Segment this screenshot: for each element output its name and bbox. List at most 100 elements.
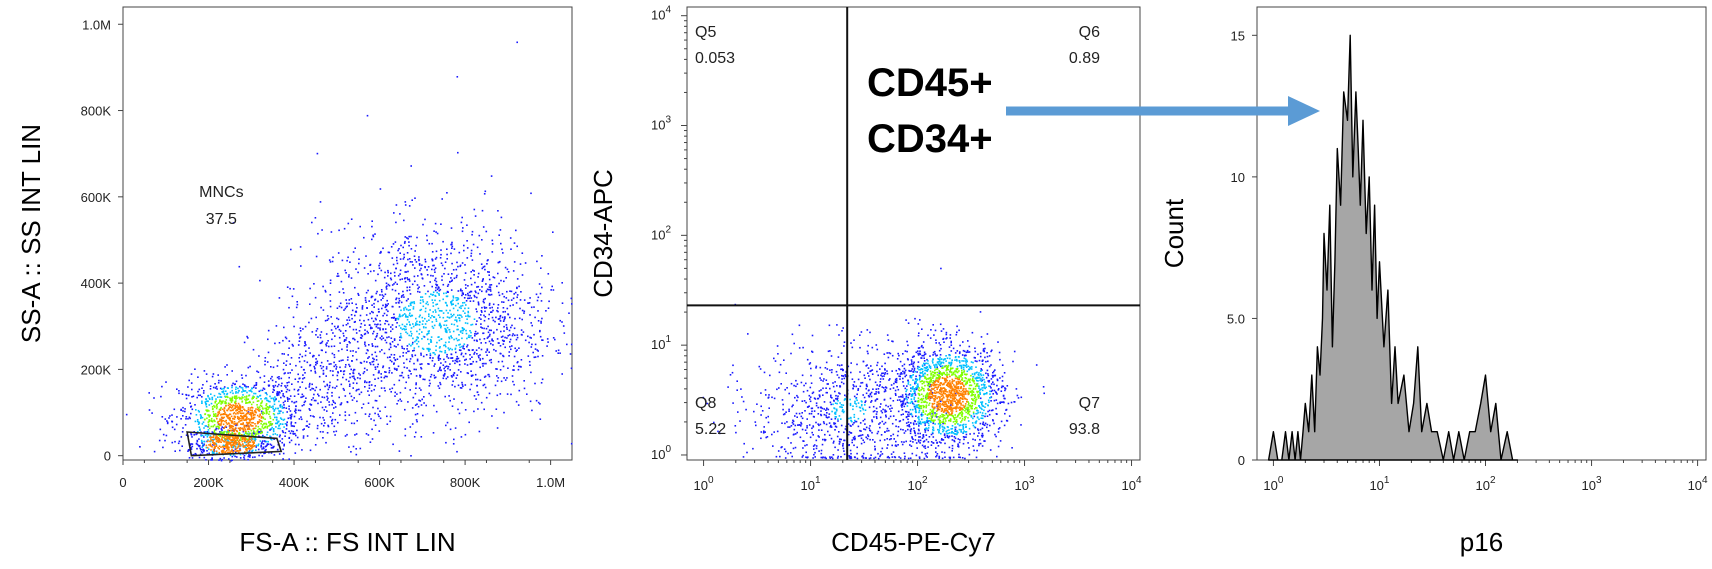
data-point <box>892 387 895 389</box>
data-point <box>727 386 729 388</box>
data-point <box>300 416 302 418</box>
data-point <box>956 331 958 334</box>
data-point <box>954 356 957 359</box>
data-point <box>521 252 524 254</box>
data-point <box>752 447 754 450</box>
data-point <box>964 431 967 433</box>
data-point <box>438 324 441 326</box>
data-point <box>488 392 491 395</box>
data-point <box>988 385 990 387</box>
data-point <box>963 355 966 357</box>
data-point <box>820 452 823 455</box>
data-point <box>517 404 520 406</box>
data-point <box>421 277 424 280</box>
data-point <box>418 256 420 258</box>
data-point <box>791 455 793 458</box>
data-point <box>466 345 468 348</box>
data-point <box>198 388 201 391</box>
data-point <box>497 360 500 363</box>
data-point <box>325 368 328 370</box>
data-point <box>269 395 271 398</box>
data-point <box>176 416 178 418</box>
data-point <box>299 327 302 329</box>
data-point <box>384 375 387 378</box>
data-point <box>487 331 490 334</box>
data-point <box>474 334 476 337</box>
data-point <box>274 342 276 345</box>
data-point <box>415 382 417 384</box>
data-point <box>346 259 348 262</box>
data-point <box>264 407 266 410</box>
data-point <box>407 298 409 300</box>
data-point <box>946 357 949 359</box>
data-point <box>374 279 377 282</box>
data-point <box>433 352 435 354</box>
data-point <box>368 356 370 358</box>
data-point <box>290 417 292 420</box>
data-point <box>904 455 906 458</box>
data-point <box>245 425 248 428</box>
data-point <box>196 440 199 443</box>
data-point <box>408 350 410 353</box>
data-point <box>275 426 277 428</box>
data-point <box>991 409 993 412</box>
data-point <box>223 407 226 410</box>
data-point <box>987 360 989 363</box>
data-point <box>990 383 993 385</box>
data-point <box>239 429 241 431</box>
data-point <box>444 372 446 375</box>
data-point <box>227 448 229 451</box>
data-point <box>340 402 343 404</box>
data-point <box>736 380 738 382</box>
data-point <box>290 357 293 359</box>
data-point <box>398 379 401 382</box>
data-point <box>220 418 222 421</box>
data-point <box>257 408 259 411</box>
data-point <box>978 418 980 421</box>
data-point <box>235 380 238 383</box>
data-point <box>319 201 322 203</box>
data-point <box>390 317 393 319</box>
data-point <box>416 413 419 415</box>
data-point <box>220 424 222 426</box>
data-point <box>288 398 291 400</box>
data-point <box>439 288 442 291</box>
data-point <box>428 315 430 317</box>
data-point <box>213 442 216 444</box>
data-point <box>889 415 892 418</box>
data-point <box>987 404 989 406</box>
data-point <box>346 349 348 351</box>
data-point <box>364 324 366 326</box>
y-tick-label: 101 <box>651 334 671 352</box>
data-point <box>348 380 350 383</box>
data-point <box>212 386 215 389</box>
data-point <box>288 376 290 379</box>
data-point <box>476 384 478 387</box>
data-point <box>210 436 213 438</box>
data-point <box>415 387 417 389</box>
data-point <box>272 366 275 369</box>
data-point <box>534 343 537 346</box>
data-point <box>891 370 893 372</box>
data-point <box>759 368 762 370</box>
data-point <box>302 377 304 380</box>
data-point <box>435 303 437 306</box>
data-point <box>901 365 904 367</box>
data-point <box>417 345 420 348</box>
data-point <box>456 328 458 331</box>
data-point <box>279 427 281 430</box>
data-point <box>511 375 514 377</box>
data-point <box>478 430 481 433</box>
data-point <box>397 274 400 277</box>
data-point <box>398 324 401 327</box>
data-point <box>869 331 871 334</box>
data-point <box>342 288 344 290</box>
data-point <box>786 387 788 389</box>
data-point <box>926 452 929 455</box>
data-point <box>512 304 514 306</box>
data-point <box>884 362 886 365</box>
data-point <box>324 291 327 293</box>
data-point <box>418 387 421 389</box>
data-point <box>958 360 961 362</box>
data-point <box>366 349 369 351</box>
